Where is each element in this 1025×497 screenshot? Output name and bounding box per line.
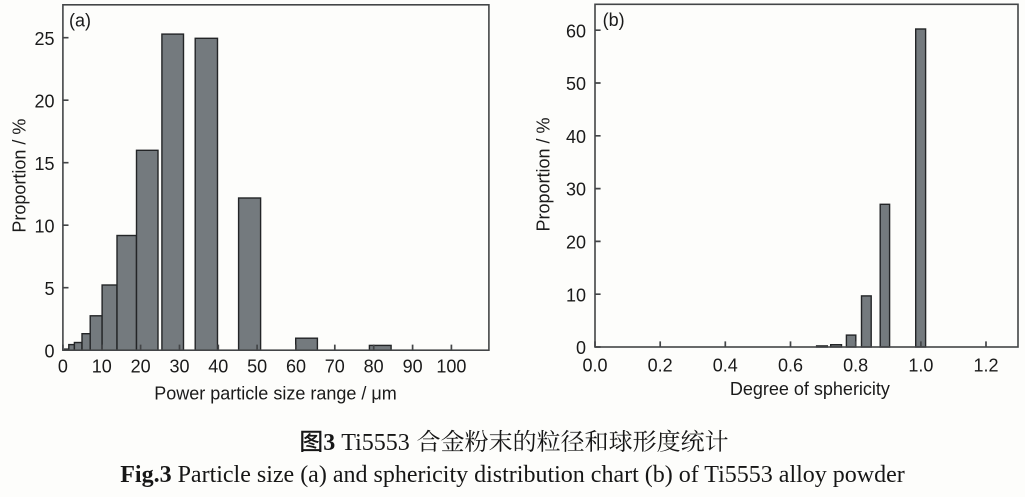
svg-text:Degree of sphericity: Degree of sphericity: [730, 379, 890, 399]
svg-text:1.0: 1.0: [908, 356, 933, 376]
svg-text:50: 50: [566, 74, 586, 94]
svg-text:100: 100: [436, 357, 466, 377]
svg-text:(b): (b): [603, 10, 625, 30]
svg-text:20: 20: [34, 91, 54, 111]
svg-text:Fig.3 Particle size (a) and sp: Fig.3 Particle size (a) and sphericity d…: [120, 462, 905, 488]
svg-text:30: 30: [169, 357, 189, 377]
svg-text:Proportion / %: Proportion / %: [533, 117, 553, 231]
svg-text:Proportion / %: Proportion / %: [10, 119, 30, 233]
svg-text:5: 5: [44, 279, 54, 299]
svg-text:90: 90: [403, 357, 423, 377]
svg-text:0.8: 0.8: [843, 356, 868, 376]
svg-text:0.2: 0.2: [648, 356, 673, 376]
svg-text:70: 70: [325, 357, 345, 377]
svg-text:15: 15: [34, 154, 54, 174]
svg-text:0: 0: [58, 357, 68, 377]
svg-text:40: 40: [208, 357, 228, 377]
svg-text:30: 30: [566, 180, 586, 200]
svg-text:80: 80: [364, 357, 384, 377]
svg-text:Power particle size range / μm: Power particle size range / μm: [154, 383, 396, 403]
svg-text:10: 10: [92, 357, 112, 377]
svg-text:60: 60: [286, 357, 306, 377]
svg-text:Ti5553: Ti5553: [341, 430, 409, 456]
svg-text:0: 0: [576, 338, 586, 358]
svg-text:0.6: 0.6: [778, 356, 803, 376]
svg-text:50: 50: [247, 357, 267, 377]
svg-text:10: 10: [566, 285, 586, 305]
svg-text:0.4: 0.4: [713, 356, 738, 376]
svg-text:0.0: 0.0: [582, 356, 607, 376]
svg-text:0: 0: [44, 341, 54, 361]
svg-text:40: 40: [566, 127, 586, 147]
svg-text:20: 20: [566, 233, 586, 253]
svg-text:10: 10: [34, 216, 54, 236]
svg-text:60: 60: [566, 21, 586, 41]
svg-text:3: 3: [323, 430, 335, 456]
svg-text:(a): (a): [69, 10, 91, 30]
svg-text:25: 25: [34, 29, 54, 49]
svg-text:1.2: 1.2: [973, 356, 998, 376]
svg-text:20: 20: [131, 357, 151, 377]
